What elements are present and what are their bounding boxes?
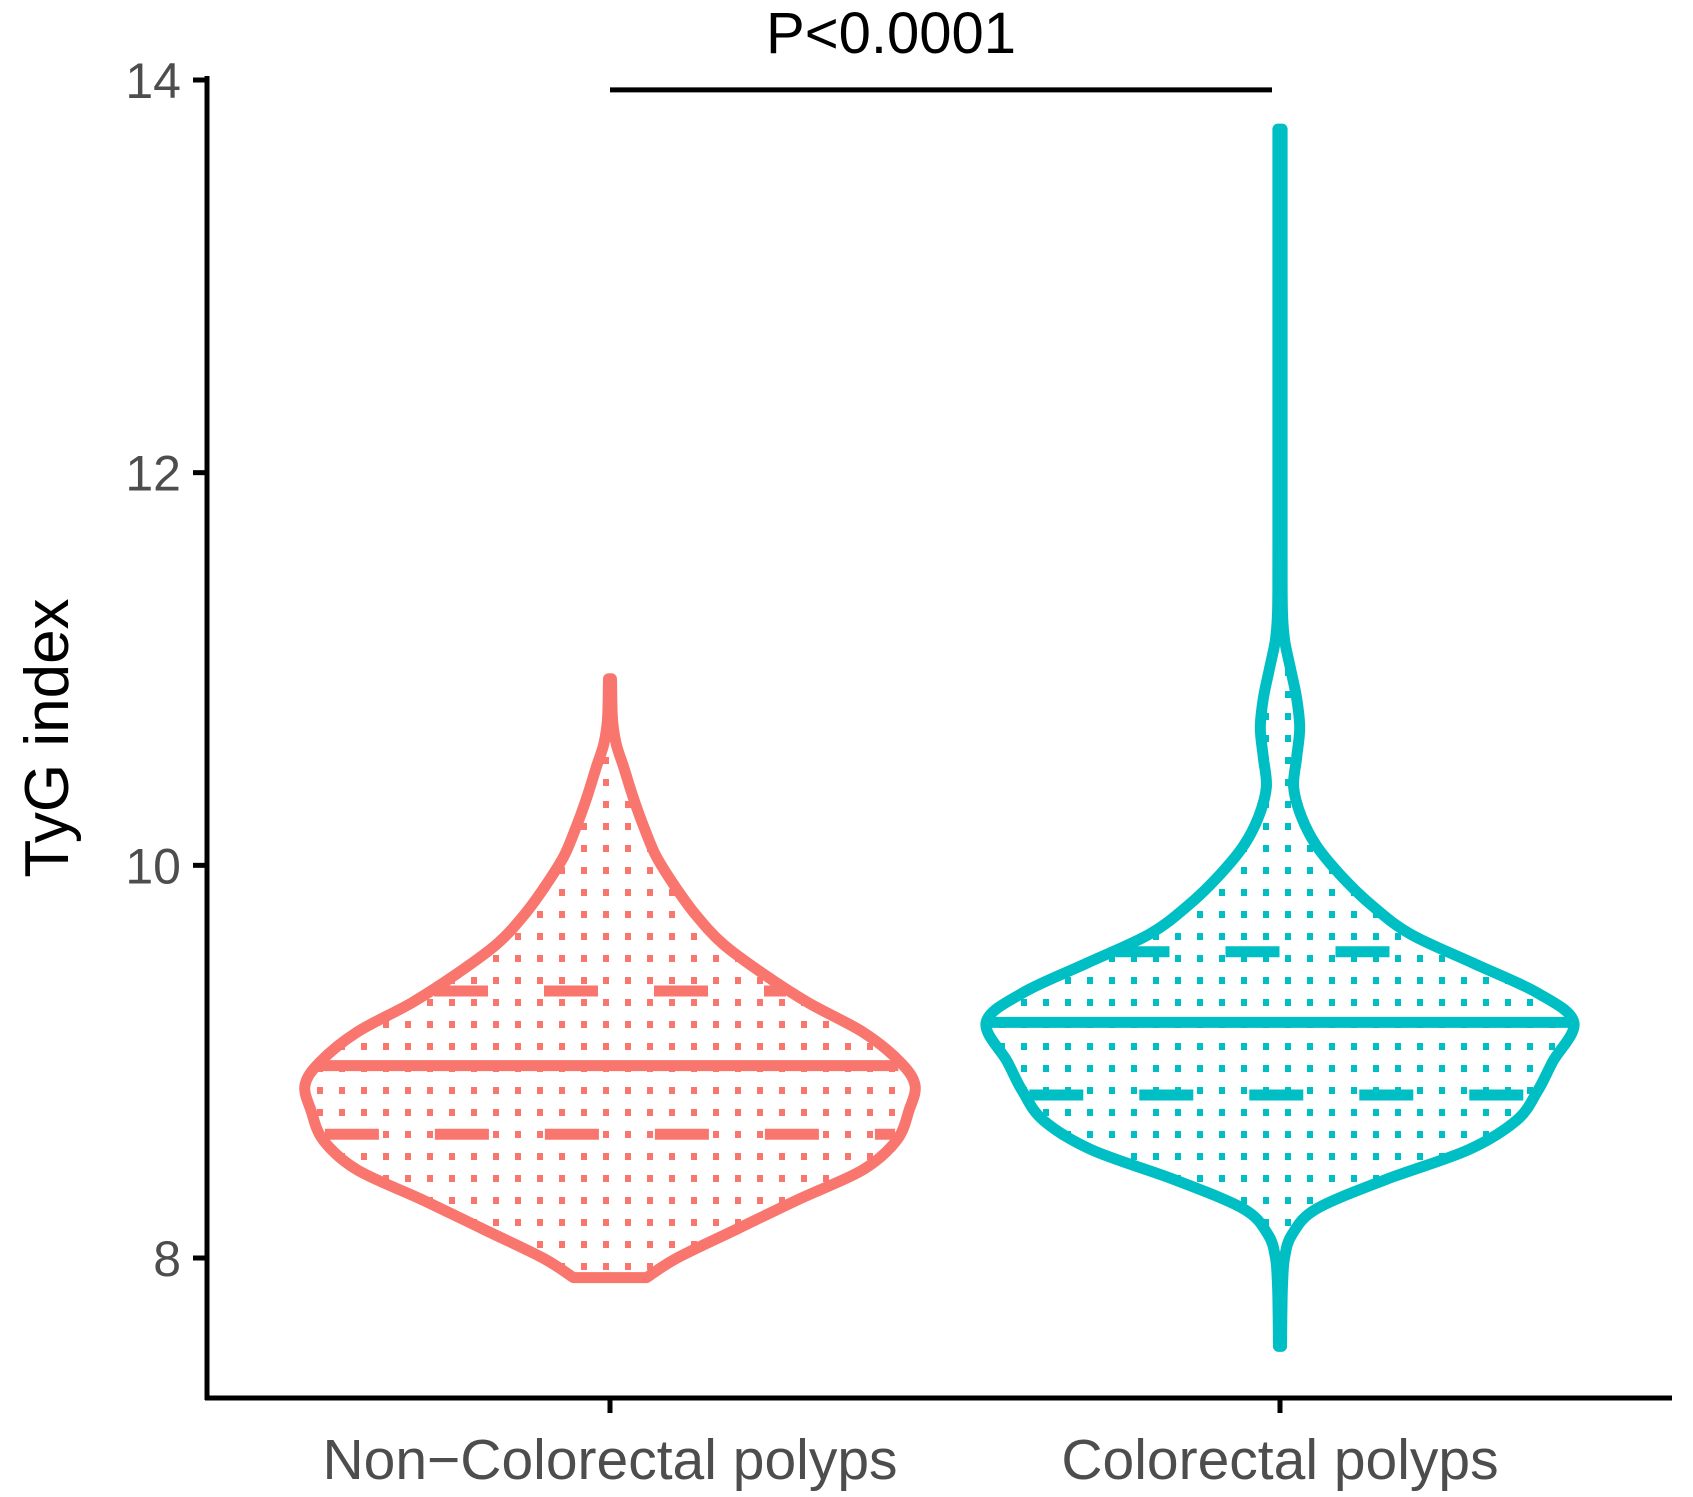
violin-outline: [299, 673, 921, 1284]
y-tick-label-10: 10: [125, 838, 181, 894]
violin-non-colorectal-polyps: [299, 673, 921, 1284]
violin-dot-fill: [304, 678, 916, 1278]
y-tick-label-8: 8: [153, 1231, 181, 1287]
labels-layer: 8 10 12 14 Non−Colorectal polyps Colorectal p…: [13, 1, 1499, 1492]
y-axis-title: TyG index: [13, 598, 82, 877]
y-tick-label-14: 14: [125, 53, 181, 109]
violins-layer: [299, 123, 1580, 1352]
x-tick-label-0: Non−Colorectal polyps: [322, 1428, 897, 1492]
axes-layer: [193, 76, 1672, 1413]
violin-outline: [980, 123, 1580, 1352]
x-tick-label-1: Colorectal polyps: [1061, 1428, 1498, 1492]
violin-colorectal-polyps: [980, 123, 1580, 1352]
violin-dot-fill: [985, 129, 1575, 1347]
y-tick-label-12: 12: [125, 446, 181, 502]
p-value-label: P<0.0001: [766, 1, 1016, 66]
